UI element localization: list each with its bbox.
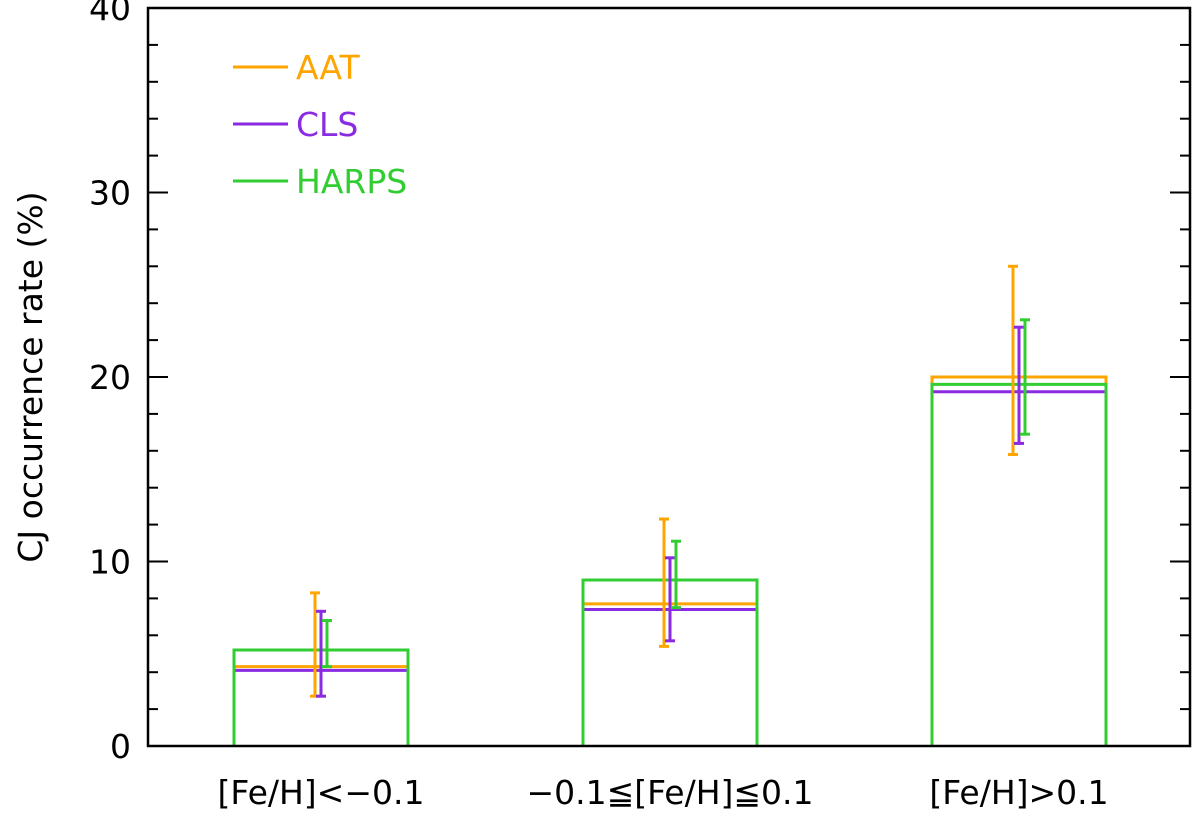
- error-bar-aat-3: [1008, 264, 1018, 456]
- legend-item-cls: CLS: [233, 105, 358, 144]
- y-tick-label-10: 10: [89, 543, 131, 582]
- y-tick-label-20: 20: [89, 358, 131, 397]
- y-tick-label-0: 0: [110, 727, 131, 766]
- x-category-label-3: [Fe/H]>0.1: [929, 773, 1108, 812]
- legend-label-harps: HARPS: [296, 162, 407, 201]
- error-bar-cls-3: [1014, 325, 1024, 445]
- x-category-label-2: −0.1≦[Fe/H]≦0.1: [526, 773, 813, 812]
- error-bars-layer: [310, 264, 1030, 698]
- legend-label-aat: AAT: [296, 48, 361, 87]
- error-bar-aat-1: [310, 591, 320, 698]
- error-bar-harps-2: [671, 539, 681, 610]
- y-tick-label-40: 40: [89, 0, 131, 28]
- x-category-label-1: [Fe/H]<−0.1: [218, 773, 425, 812]
- error-bar-harps-3: [1020, 318, 1030, 436]
- error-bar-cls-2: [665, 556, 675, 643]
- ticks-layer: 0 10 20 30 40 [Fe/H]<−0.1 −0.1≦[Fe/H]≦0.1 [Fe/H…: [89, 0, 1190, 812]
- y-tick-label-30: 30: [89, 174, 131, 213]
- legend-item-aat: AAT: [233, 48, 361, 87]
- legend-item-harps: HARPS: [233, 162, 407, 201]
- error-bar-harps-1: [322, 619, 332, 669]
- legend-label-cls: CLS: [296, 105, 358, 144]
- error-bar-cls-1: [316, 609, 326, 698]
- error-bar-aat-2: [659, 517, 669, 648]
- legend: AAT CLS HARPS: [233, 48, 407, 201]
- y-axis-title: CJ occurrence rate (%): [11, 191, 50, 562]
